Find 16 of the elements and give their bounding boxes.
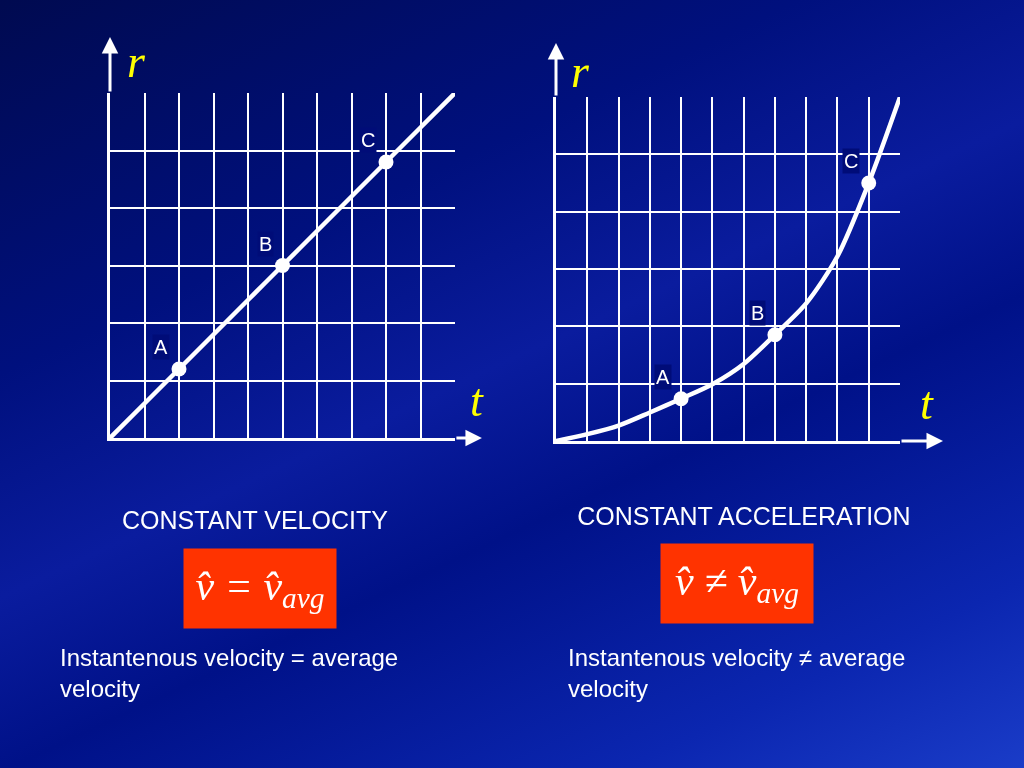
annotation: A <box>154 336 168 358</box>
annotation: A <box>656 366 670 388</box>
y-axis-title: r <box>127 36 146 87</box>
x-axis-title: t <box>470 375 484 426</box>
text: CONSTANT ACCELERATION <box>577 501 911 530</box>
x-axis-title: t <box>920 378 934 429</box>
text: v̂ ≠ v̂$_{avg}$ <box>675 557 799 610</box>
annotation: C <box>361 129 376 151</box>
text: v̂ = v̂$_{avg}$ <box>195 562 325 615</box>
annotation: B <box>751 302 765 324</box>
annotation: C <box>844 150 859 172</box>
text: CONSTANT VELOCITY <box>122 505 389 534</box>
text: Instantenous velocity = average velocity <box>60 644 399 703</box>
annotation: B <box>259 233 273 255</box>
y-axis-title: r <box>571 46 590 97</box>
text: Instantenous velocity ≠ average velocity <box>568 644 906 703</box>
